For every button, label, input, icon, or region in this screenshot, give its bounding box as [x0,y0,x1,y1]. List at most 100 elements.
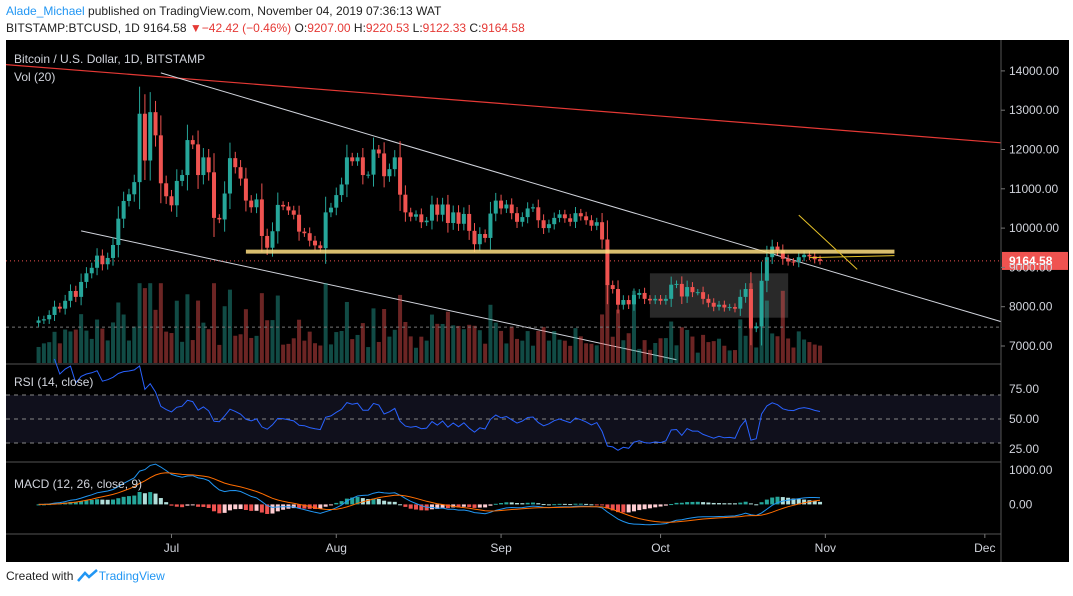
candle-body [780,250,785,259]
candle-body [222,193,227,220]
candle-body [174,180,179,206]
price-tick-label: 13000.00 [1009,103,1059,117]
candle-body [605,239,610,286]
open-label: O: [294,21,308,35]
candle-body [227,158,232,194]
macd-histogram-bar [371,498,376,505]
macd-histogram-bar [685,502,690,505]
macd-histogram-bar [573,503,578,505]
volume-bar [238,334,243,363]
macd-histogram-bar [812,501,817,505]
macd-histogram-bar [185,504,190,506]
volume-bar [685,329,690,363]
volume-bar [185,294,190,363]
candle-body [392,157,397,170]
candle-body [440,204,445,215]
candle-body [626,300,631,305]
volume-bar [499,330,504,363]
volume-bar [515,338,520,363]
last-price-tag [1002,251,1068,270]
candle-body [674,283,679,285]
macd-histogram-bar [770,497,775,505]
macd-histogram-bar [530,502,535,505]
volume-bar [259,293,264,363]
volume-bar [477,330,482,363]
volume-bar [786,338,791,363]
close-label: C: [469,21,482,35]
volume-bar [243,309,248,363]
candle-body [451,212,456,223]
candle-body [520,217,525,222]
candle-body [89,267,94,274]
price-tick-label: 11000.00 [1009,182,1058,196]
candle-body [764,257,769,281]
macd-histogram-bar [121,496,126,505]
volume-bar [334,332,339,363]
macd-histogram-bar [376,498,381,505]
macd-histogram-bar [472,504,477,508]
volume-bar [392,329,397,363]
chart-frame[interactable]: 9164.58 14000.00 13000.00 12000.00 11000.00… [5,40,1069,562]
volume-bar [483,343,488,363]
macd-histogram-bar [546,504,551,506]
candle-body [36,320,41,323]
macd-histogram-bar [584,503,589,505]
macd-histogram-bar [717,503,722,505]
candle-body [201,157,206,176]
candle-body [68,290,73,301]
volume-bar [57,343,62,363]
tradingview-link[interactable]: TradingView [98,569,165,583]
symbol: BITSTAMP:BTCUSD, 1D [6,21,140,35]
volume-bar [679,327,684,363]
macd-histogram-bar [775,496,780,505]
macd-histogram-bar [701,502,706,505]
volume-bar [275,295,280,363]
volume-bar [169,333,174,363]
volume-bar [435,323,440,363]
macd-histogram-bar [291,504,296,509]
candle-body [488,213,493,238]
volume-bar [791,347,796,363]
candle-body [509,204,514,214]
volume-bar [95,319,100,363]
candle-body [483,233,488,238]
macd-histogram-bar [318,504,323,510]
candle-body [754,326,759,329]
macd-histogram-bar [743,501,748,505]
macd-histogram-bar [594,504,599,506]
volume-bar [403,321,408,363]
candle-body [419,214,424,223]
candle-body [717,304,722,307]
author-link[interactable]: Alade_Michael [6,4,85,18]
candle-body [818,259,823,261]
macd-histogram-bar [456,504,461,508]
macd-histogram-bar [227,504,232,511]
candle-body [148,112,153,161]
macd-histogram-bar [557,503,562,505]
candle-body [557,214,562,218]
macd-histogram-bar [642,504,647,510]
candle-body [791,261,796,263]
macd-histogram-bar [387,501,392,505]
trading-chart[interactable]: 9164.58 14000.00 13000.00 12000.00 11000.00… [5,40,1069,562]
candle-body [616,289,621,305]
candle-body [212,172,217,218]
macd-histogram-bar [440,504,445,508]
macd-histogram-bar [515,503,520,505]
macd-histogram-bar [313,504,318,510]
time-tick-label: Jul [164,541,179,555]
ohlc-line: BITSTAMP:BTCUSD, 1D 9164.58 ▼−42.42 (−0.… [6,21,525,35]
tradingview-logo-icon [76,569,99,586]
macd-histogram-bar [706,502,711,505]
candle-body [217,217,222,220]
volume-bar [73,329,78,363]
rsi-pane-title: RSI (14, close) [14,375,93,389]
volume-bar [196,300,201,363]
volume-bar [414,347,419,363]
candle-body [265,235,270,248]
volume-bar [52,331,57,363]
macd-histogram-bar [217,504,222,514]
volume-bar [552,331,557,363]
candle-body [387,169,392,177]
candle-body [414,214,419,217]
